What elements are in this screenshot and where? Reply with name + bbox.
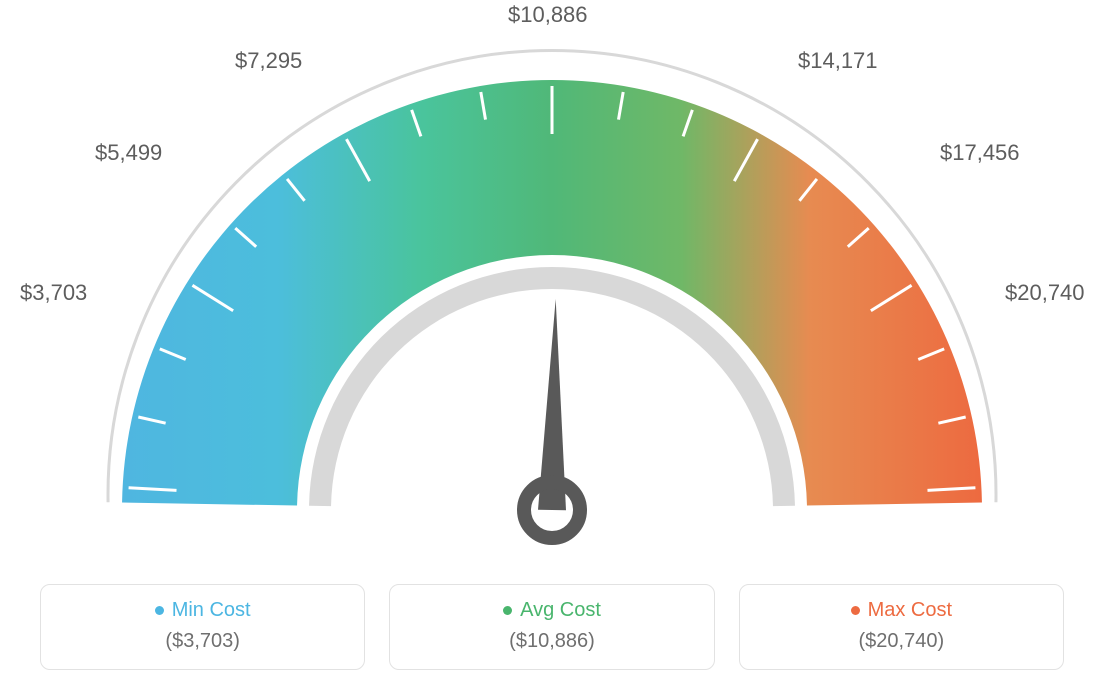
legend-title-max: Max Cost bbox=[851, 599, 952, 622]
gauge-tick-label: $5,499 bbox=[95, 140, 162, 166]
gauge-tick-label: $3,703 bbox=[20, 280, 87, 306]
gauge-tick-label: $17,456 bbox=[940, 140, 1020, 166]
legend-title-min: Min Cost bbox=[155, 599, 251, 622]
gauge-svg bbox=[0, 0, 1104, 560]
legend-value-max: ($20,740) bbox=[750, 630, 1053, 653]
gauge-tick-label: $10,886 bbox=[508, 2, 588, 28]
legend-value-min: ($3,703) bbox=[51, 630, 354, 653]
gauge-area: $3,703 $5,499 $7,295 $10,886 $14,171 $17,456 $… bbox=[0, 0, 1104, 560]
legend-row: Min Cost ($3,703) Avg Cost ($10,886) Max… bbox=[40, 584, 1064, 670]
dot-icon bbox=[503, 606, 512, 615]
legend-title-avg: Avg Cost bbox=[503, 599, 601, 622]
legend-title-text: Min Cost bbox=[172, 599, 251, 622]
legend-value-avg: ($10,886) bbox=[400, 630, 703, 653]
legend-title-text: Max Cost bbox=[868, 599, 952, 622]
legend-max-cost: Max Cost ($20,740) bbox=[739, 584, 1064, 670]
cost-gauge-chart: $3,703 $5,499 $7,295 $10,886 $14,171 $17,456 $… bbox=[0, 0, 1104, 690]
gauge-tick-label: $20,740 bbox=[1005, 280, 1085, 306]
legend-avg-cost: Avg Cost ($10,886) bbox=[389, 584, 714, 670]
gauge-tick-label: $7,295 bbox=[235, 48, 302, 74]
dot-icon bbox=[851, 606, 860, 615]
legend-title-text: Avg Cost bbox=[520, 599, 601, 622]
gauge-tick-label: $14,171 bbox=[798, 48, 878, 74]
legend-min-cost: Min Cost ($3,703) bbox=[40, 584, 365, 670]
dot-icon bbox=[155, 606, 164, 615]
